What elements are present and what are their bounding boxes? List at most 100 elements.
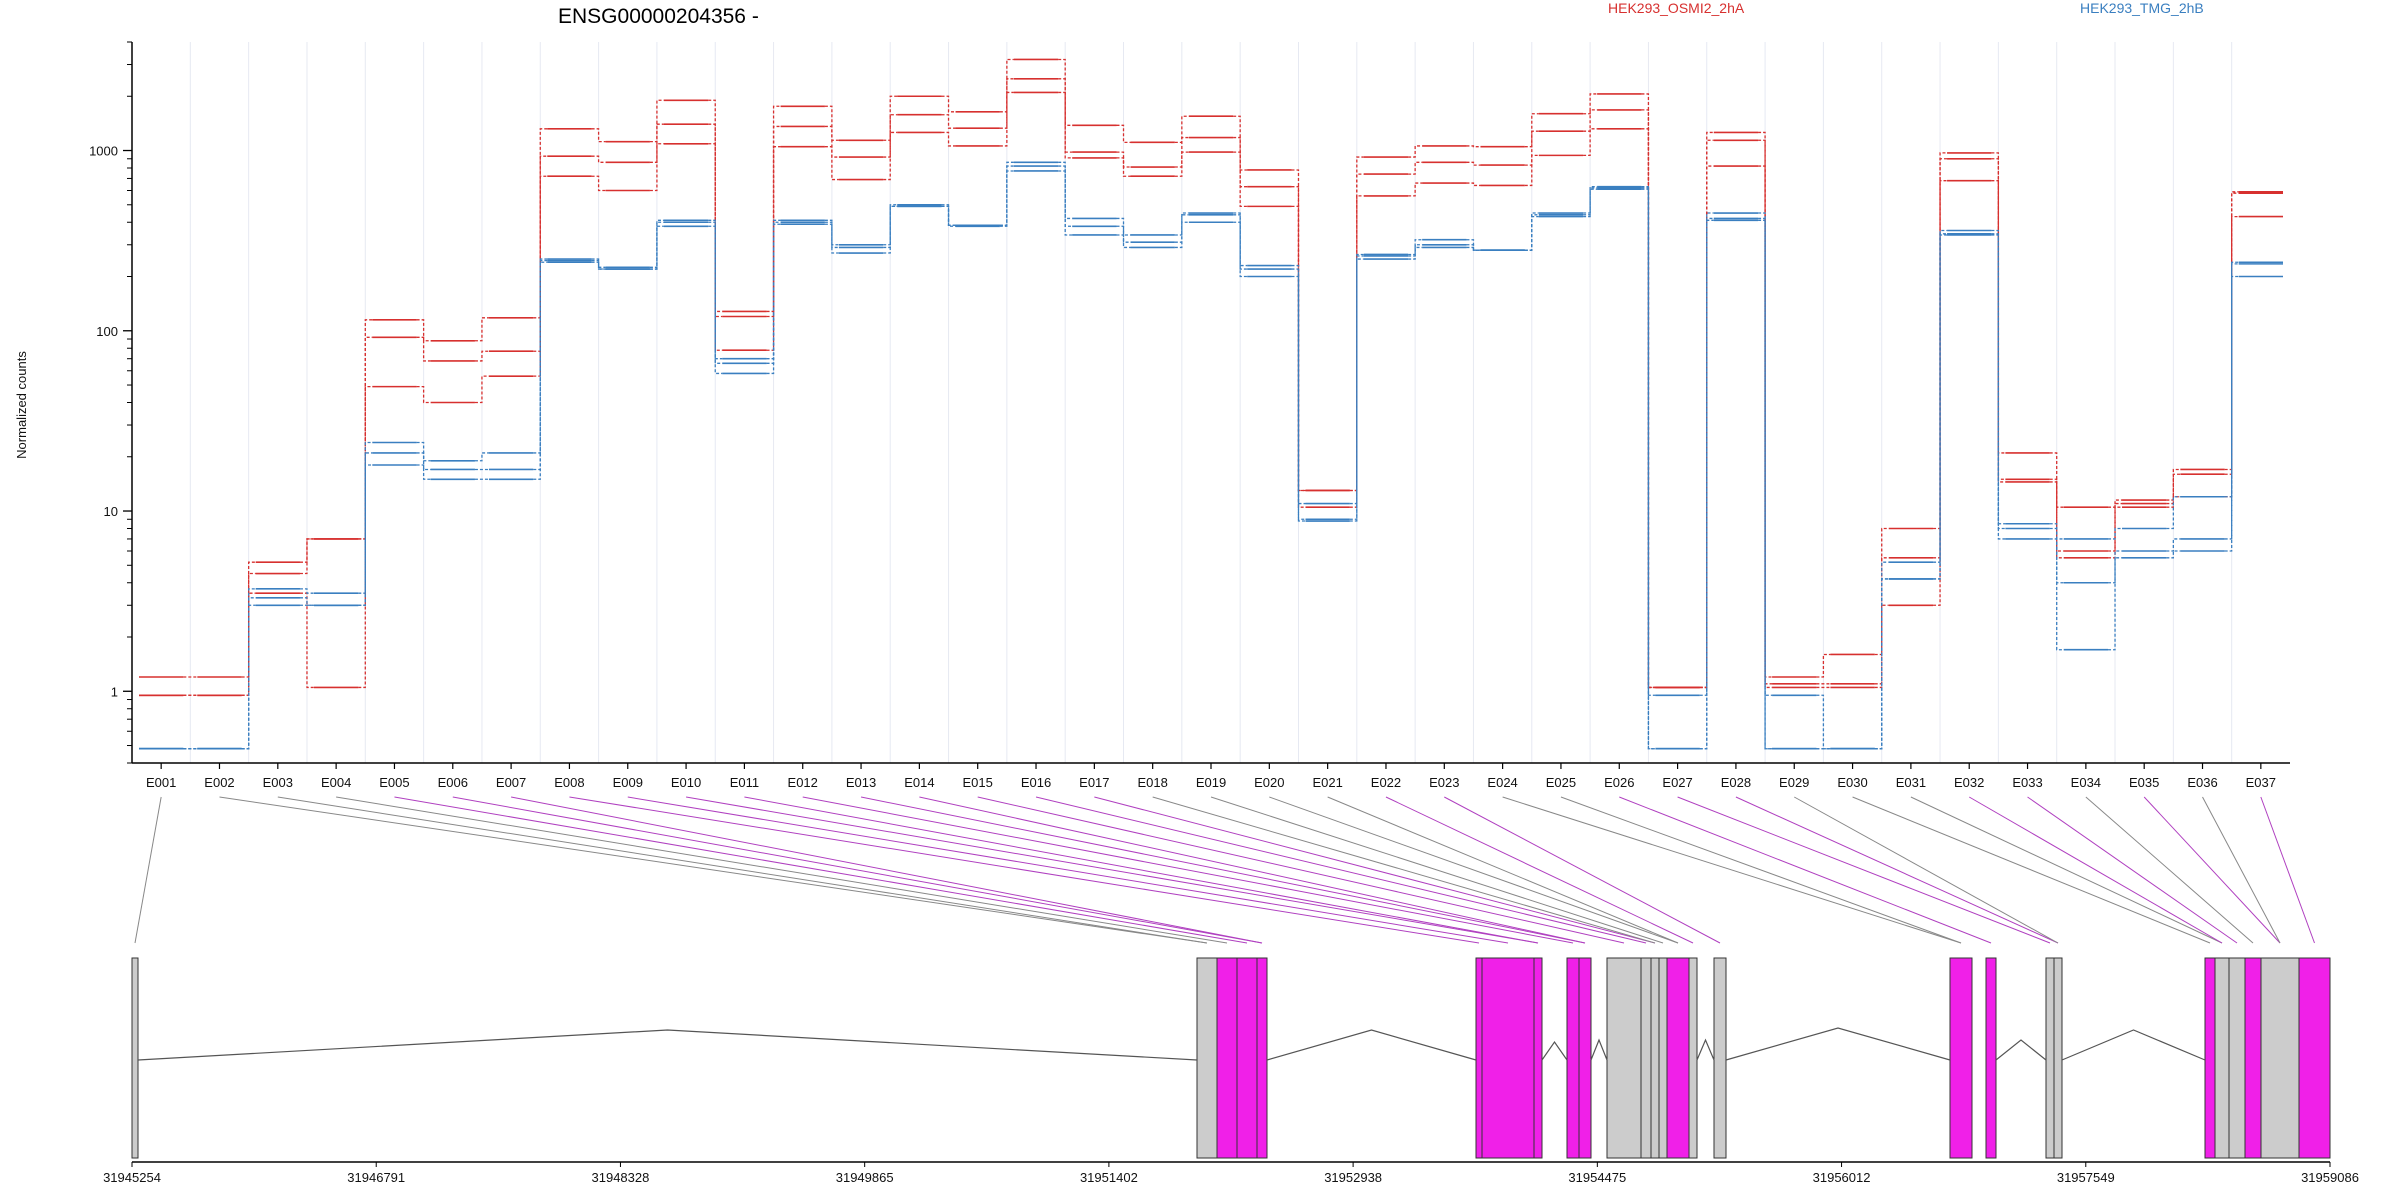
- exon-connector: [1968, 796, 2223, 944]
- x-tick-label: E003: [263, 775, 293, 790]
- exon-connector: [2260, 796, 2315, 944]
- step-connector: [649, 123, 664, 163]
- exon-box-used: [1578, 957, 1592, 1159]
- genomic-coordinate-label: 31948328: [592, 1170, 650, 1185]
- step-connector: [1583, 128, 1598, 157]
- step-connector: [1466, 182, 1481, 187]
- step-connector: [2166, 550, 2181, 559]
- step-connector: [533, 155, 548, 352]
- step-connector: [2108, 499, 2123, 508]
- step-connector: [2166, 473, 2181, 505]
- step-connector: [999, 58, 1014, 113]
- exon-connector: [744, 796, 1539, 944]
- exon-box-used: [1475, 957, 1483, 1159]
- exon-connector: [569, 796, 1480, 944]
- step-connector: [1583, 93, 1598, 115]
- y-tick-label: 100: [96, 324, 118, 339]
- series-3: [138, 161, 2284, 750]
- step-connector: [1466, 244, 1481, 251]
- exon-connector: [1269, 796, 1679, 944]
- exon-connector: [2085, 796, 2254, 944]
- chart-title: ENSG00000204356 -: [558, 5, 759, 28]
- step-connector: [1174, 115, 1189, 144]
- x-tick-label: E023: [1429, 775, 1459, 790]
- exon-connector: [511, 796, 1263, 944]
- step-connector: [358, 441, 373, 594]
- exon-connector: [1619, 796, 1992, 944]
- step-connector: [1583, 188, 1598, 218]
- x-tick-label: E010: [671, 775, 701, 790]
- intron-line: [1696, 1038, 1715, 1061]
- intron-line: [1266, 1029, 1477, 1061]
- step-connector: [1408, 145, 1423, 158]
- exon-box-used: [1666, 957, 1690, 1159]
- step-connector: [1408, 246, 1423, 260]
- exon-box: [131, 957, 139, 1159]
- step-connector: [824, 223, 839, 254]
- intron-line: [137, 1029, 1198, 1061]
- exon-connector: [1502, 796, 1962, 944]
- x-tick-label: E031: [1896, 775, 1926, 790]
- legend-entry-tmg: HEK293_TMG_2hB: [2080, 0, 2204, 16]
- genomic-coordinate-label: 31951402: [1080, 1170, 1138, 1185]
- step-connector: [824, 221, 839, 249]
- exon-connector: [685, 796, 1539, 944]
- step-connector: [1874, 604, 1889, 689]
- step-connector: [2049, 481, 2064, 559]
- step-connector: [1874, 527, 1889, 656]
- x-tick-label: E021: [1312, 775, 1342, 790]
- x-tick-label: E012: [788, 775, 818, 790]
- step-connector: [766, 223, 781, 375]
- exon-connector: [1327, 796, 1679, 944]
- step-connector: [1933, 229, 1948, 563]
- step-connector: [474, 452, 489, 462]
- exon-connector: [1210, 796, 1664, 944]
- step-connector: [299, 538, 314, 575]
- x-tick-label: E006: [438, 775, 468, 790]
- step-connector: [708, 225, 723, 375]
- exon-connector: [977, 796, 1625, 944]
- intron-line: [1995, 1039, 2047, 1061]
- exon-connector: [2027, 796, 2238, 944]
- step-connector: [533, 128, 548, 319]
- exon-connector: [1852, 796, 2211, 944]
- step-connector: [1874, 578, 1889, 750]
- step-connector: [1758, 219, 1773, 750]
- step-connector: [2049, 538, 2064, 651]
- x-tick-label: E011: [730, 775, 759, 790]
- gene-model: 31945254 31946791 31948328 31949865 31951402…: [103, 957, 2359, 1185]
- step-connector: [2108, 506, 2123, 559]
- exon-box-used: [1985, 957, 1997, 1159]
- genomic-coordinate-label: 31957549: [2057, 1170, 2115, 1185]
- x-tick-label: E001: [146, 775, 176, 790]
- exon-box-used: [1566, 957, 1580, 1159]
- exon-connector: [2143, 796, 2281, 944]
- x-tick-label: E024: [1487, 775, 1517, 790]
- step-connector: [2108, 557, 2123, 651]
- x-tick-label: E027: [1662, 775, 1692, 790]
- step-connector: [591, 259, 606, 270]
- exon-box-used: [2244, 957, 2262, 1159]
- exon-connector: [1094, 796, 1656, 944]
- exon-box-used: [1256, 957, 1268, 1159]
- series-2: [138, 91, 2284, 697]
- x-tick-label: E015: [963, 775, 993, 790]
- genomic-coordinate-label: 31949865: [836, 1170, 894, 1185]
- step-connector: [2108, 527, 2123, 540]
- step-connector: [533, 261, 548, 480]
- y-tick-label: 1000: [89, 144, 118, 159]
- step-connector: [1933, 180, 1948, 606]
- genomic-coordinate-label: 31946791: [347, 1170, 405, 1185]
- step-connector: [1349, 258, 1364, 522]
- x-tick-label: E009: [613, 775, 643, 790]
- intron-line: [1541, 1040, 1568, 1061]
- exon-box-used: [1949, 957, 1973, 1159]
- step-connector: [941, 95, 956, 113]
- step-connector: [2224, 263, 2239, 540]
- step-connector: [1116, 225, 1131, 243]
- exon-box-used: [2204, 957, 2216, 1159]
- exon-box: [1688, 957, 1698, 1159]
- step-connector: [883, 205, 898, 254]
- x-tick-label: E034: [2071, 775, 2101, 790]
- exon-connector: [2202, 796, 2281, 944]
